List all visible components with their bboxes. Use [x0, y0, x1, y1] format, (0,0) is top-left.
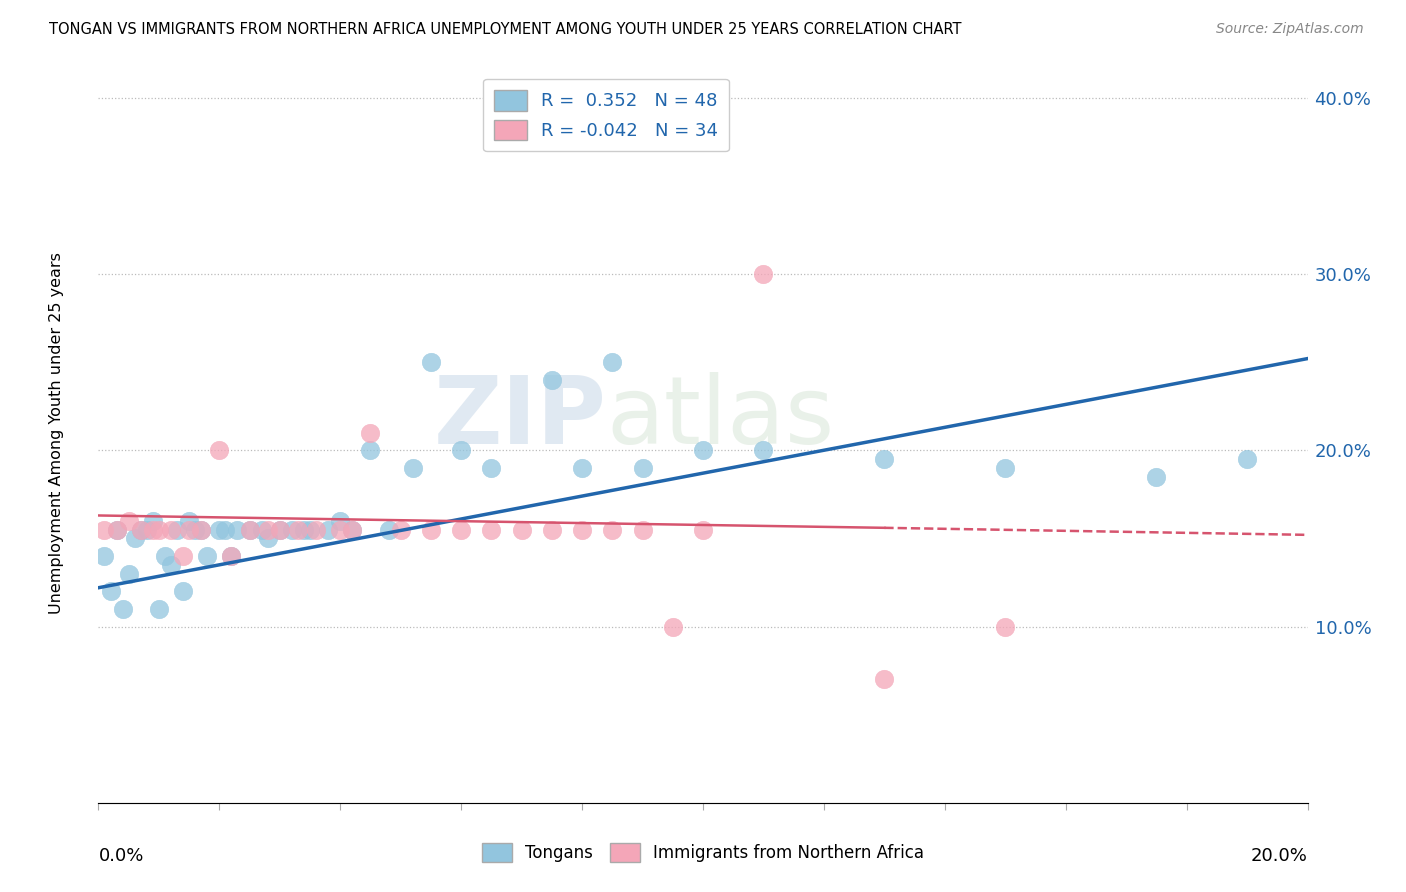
Point [135, 523, 157, 537]
Point [316, 523, 339, 537]
Point [873, 673, 896, 687]
Point [148, 602, 170, 616]
Point [342, 523, 364, 537]
Point [184, 523, 207, 537]
Point [269, 523, 291, 537]
Point [179, 523, 201, 537]
Point [118, 566, 141, 581]
Text: 20.0%: 20.0% [1251, 847, 1308, 865]
Point [481, 523, 503, 537]
Point [166, 523, 188, 537]
Text: Unemployment Among Youth under 25 years: Unemployment Among Youth under 25 years [49, 252, 63, 614]
Point [389, 523, 412, 537]
Point [190, 523, 212, 537]
Text: ZIP: ZIP [433, 372, 606, 464]
Point [360, 425, 382, 440]
Legend: Tongans, Immigrants from Northern Africa: Tongans, Immigrants from Northern Africa [475, 836, 931, 869]
Point [93, 523, 115, 537]
Point [481, 461, 503, 475]
Point [214, 523, 236, 537]
Point [239, 523, 262, 537]
Point [540, 373, 562, 387]
Text: Source: ZipAtlas.com: Source: ZipAtlas.com [1216, 22, 1364, 37]
Point [571, 523, 593, 537]
Text: atlas: atlas [606, 372, 835, 464]
Point [160, 523, 183, 537]
Point [540, 523, 562, 537]
Point [602, 355, 624, 369]
Point [208, 443, 231, 458]
Point [305, 523, 328, 537]
Point [571, 461, 593, 475]
Point [377, 523, 399, 537]
Point [100, 584, 122, 599]
Point [190, 523, 212, 537]
Point [450, 523, 472, 537]
Point [129, 523, 152, 537]
Point [256, 523, 278, 537]
Point [221, 549, 243, 563]
Point [153, 549, 176, 563]
Point [692, 443, 714, 458]
Point [1144, 469, 1167, 483]
Point [752, 443, 775, 458]
Point [420, 355, 443, 369]
Point [661, 619, 683, 633]
Point [195, 549, 218, 563]
Point [450, 443, 472, 458]
Point [281, 523, 304, 537]
Point [269, 523, 291, 537]
Point [510, 523, 533, 537]
Point [256, 532, 278, 546]
Point [329, 514, 352, 528]
Point [142, 523, 165, 537]
Point [631, 461, 654, 475]
Point [208, 523, 231, 537]
Text: TONGAN VS IMMIGRANTS FROM NORTHERN AFRICA UNEMPLOYMENT AMONG YOUTH UNDER 25 YEAR: TONGAN VS IMMIGRANTS FROM NORTHERN AFRIC… [49, 22, 962, 37]
Point [148, 523, 170, 537]
Point [172, 584, 194, 599]
Point [118, 514, 141, 528]
Point [342, 523, 364, 537]
Point [631, 523, 654, 537]
Point [1236, 452, 1258, 467]
Point [873, 452, 896, 467]
Point [250, 523, 273, 537]
Point [160, 558, 183, 572]
Point [692, 523, 714, 537]
Point [299, 523, 322, 537]
Point [105, 523, 128, 537]
Point [420, 523, 443, 537]
Point [752, 267, 775, 281]
Point [142, 514, 165, 528]
Point [179, 514, 201, 528]
Point [360, 443, 382, 458]
Point [994, 461, 1017, 475]
Point [329, 523, 352, 537]
Point [292, 523, 315, 537]
Point [287, 523, 309, 537]
Point [221, 549, 243, 563]
Point [105, 523, 128, 537]
Point [602, 523, 624, 537]
Point [994, 619, 1017, 633]
Point [402, 461, 425, 475]
Point [226, 523, 249, 537]
Point [172, 549, 194, 563]
Point [124, 532, 146, 546]
Point [93, 549, 115, 563]
Text: 0.0%: 0.0% [98, 847, 143, 865]
Point [239, 523, 262, 537]
Point [129, 523, 152, 537]
Point [111, 602, 134, 616]
